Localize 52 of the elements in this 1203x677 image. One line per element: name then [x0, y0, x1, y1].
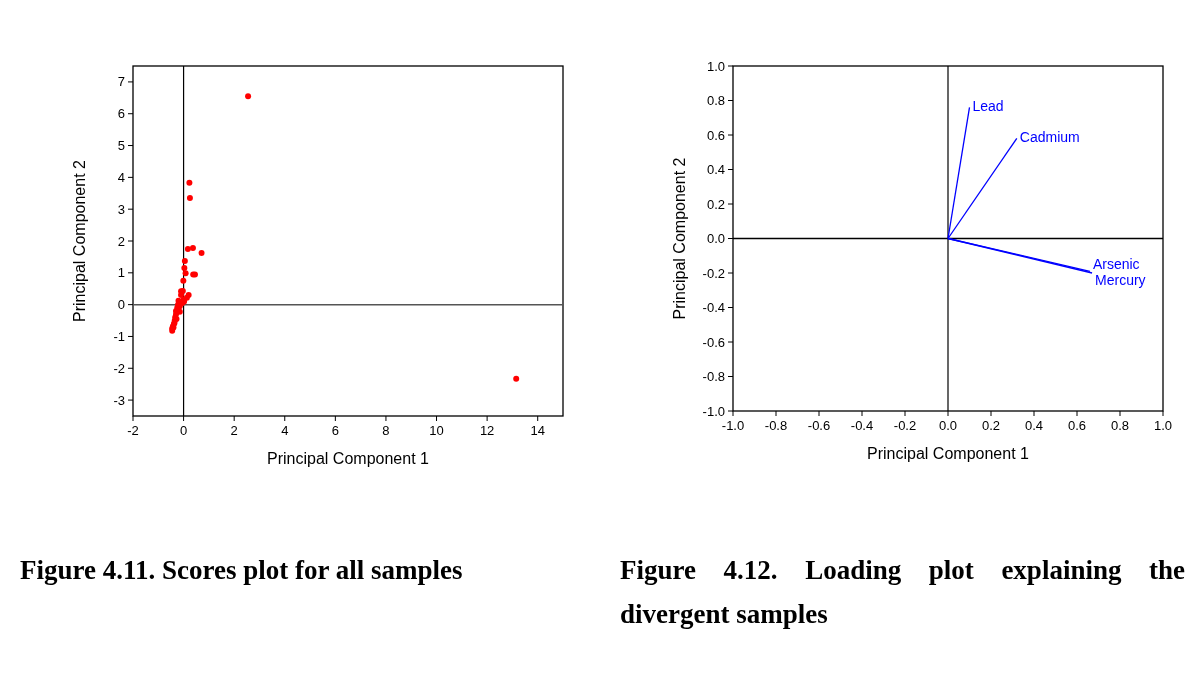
- x-tick-label: 14: [530, 423, 545, 438]
- series-label: Arsenic: [1092, 256, 1140, 273]
- y-tick-label: 5: [117, 138, 125, 154]
- caption: Figure 4.12. Loading plot explaining the divergent samples: [620, 554, 1185, 631]
- y-tick-label: 0: [117, 297, 125, 313]
- y-tick-label: 0.6: [706, 127, 725, 143]
- y-tick-label: 3: [117, 201, 125, 217]
- x-tick-label: -2: [127, 423, 139, 438]
- y-tick-label: 2: [117, 233, 125, 249]
- y-tick-label: -0.2: [702, 265, 725, 281]
- y-tick-label: 0.0: [706, 231, 725, 246]
- y-tick-label: 1: [117, 265, 125, 281]
- x-tick-label: 6: [331, 423, 339, 438]
- x-axis-title: Principal Component 1: [867, 445, 1030, 462]
- y-tick-label: 0.4: [706, 162, 725, 177]
- caption: Figure 4.11. Scores plot for all samples: [20, 554, 464, 587]
- y-tick-label: -0.8: [702, 369, 725, 384]
- y-tick-label: 1.0: [706, 58, 725, 74]
- y-axis-title: Principal Component 2: [71, 159, 88, 322]
- y-axis-title: Principal Component 2: [671, 157, 688, 320]
- x-tick-label: 0.0: [938, 418, 958, 433]
- x-tick-label: -0.6: [807, 418, 831, 433]
- series-label: Cadmium: [1019, 129, 1080, 146]
- y-tick-label: 6: [117, 106, 125, 122]
- x-tick-label: 0.4: [1024, 418, 1044, 433]
- x-tick-label: 0: [179, 423, 188, 438]
- y-tick-label: 0.8: [706, 93, 725, 108]
- y-tick-label: -0.4: [702, 300, 725, 315]
- x-tick-label: -0.4: [850, 418, 874, 433]
- y-tick-label: 4: [117, 169, 125, 185]
- y-tick-label: -0.6: [702, 334, 725, 350]
- x-tick-label: 4: [281, 423, 289, 438]
- y-tick-label: -1: [113, 328, 125, 344]
- x-tick-label: 1.0: [1153, 418, 1173, 433]
- y-tick-label: 0.2: [706, 196, 725, 212]
- series-label: Lead: [972, 98, 1004, 115]
- y-tick-label: -1.0: [702, 403, 725, 419]
- x-tick-label: -0.8: [764, 418, 788, 433]
- y-tick-label: 7: [117, 74, 125, 90]
- x-tick-label: 10: [429, 423, 444, 438]
- y-tick-label: -3: [113, 392, 125, 408]
- x-tick-label: 2: [230, 423, 238, 438]
- x-tick-label: 8: [382, 423, 390, 438]
- x-tick-label: 0.8: [1110, 418, 1130, 433]
- x-tick-label: 0.6: [1067, 418, 1087, 433]
- x-axis-title: Principal Component 1: [267, 450, 430, 467]
- series-label: Mercury: [1095, 272, 1146, 288]
- x-tick-label: 12: [479, 423, 495, 438]
- x-tick-label: -0.2: [893, 418, 917, 433]
- x-tick-label: 0.2: [981, 418, 1001, 433]
- y-tick-label: -2: [113, 360, 125, 376]
- x-tick-label: -1.0: [721, 418, 745, 433]
